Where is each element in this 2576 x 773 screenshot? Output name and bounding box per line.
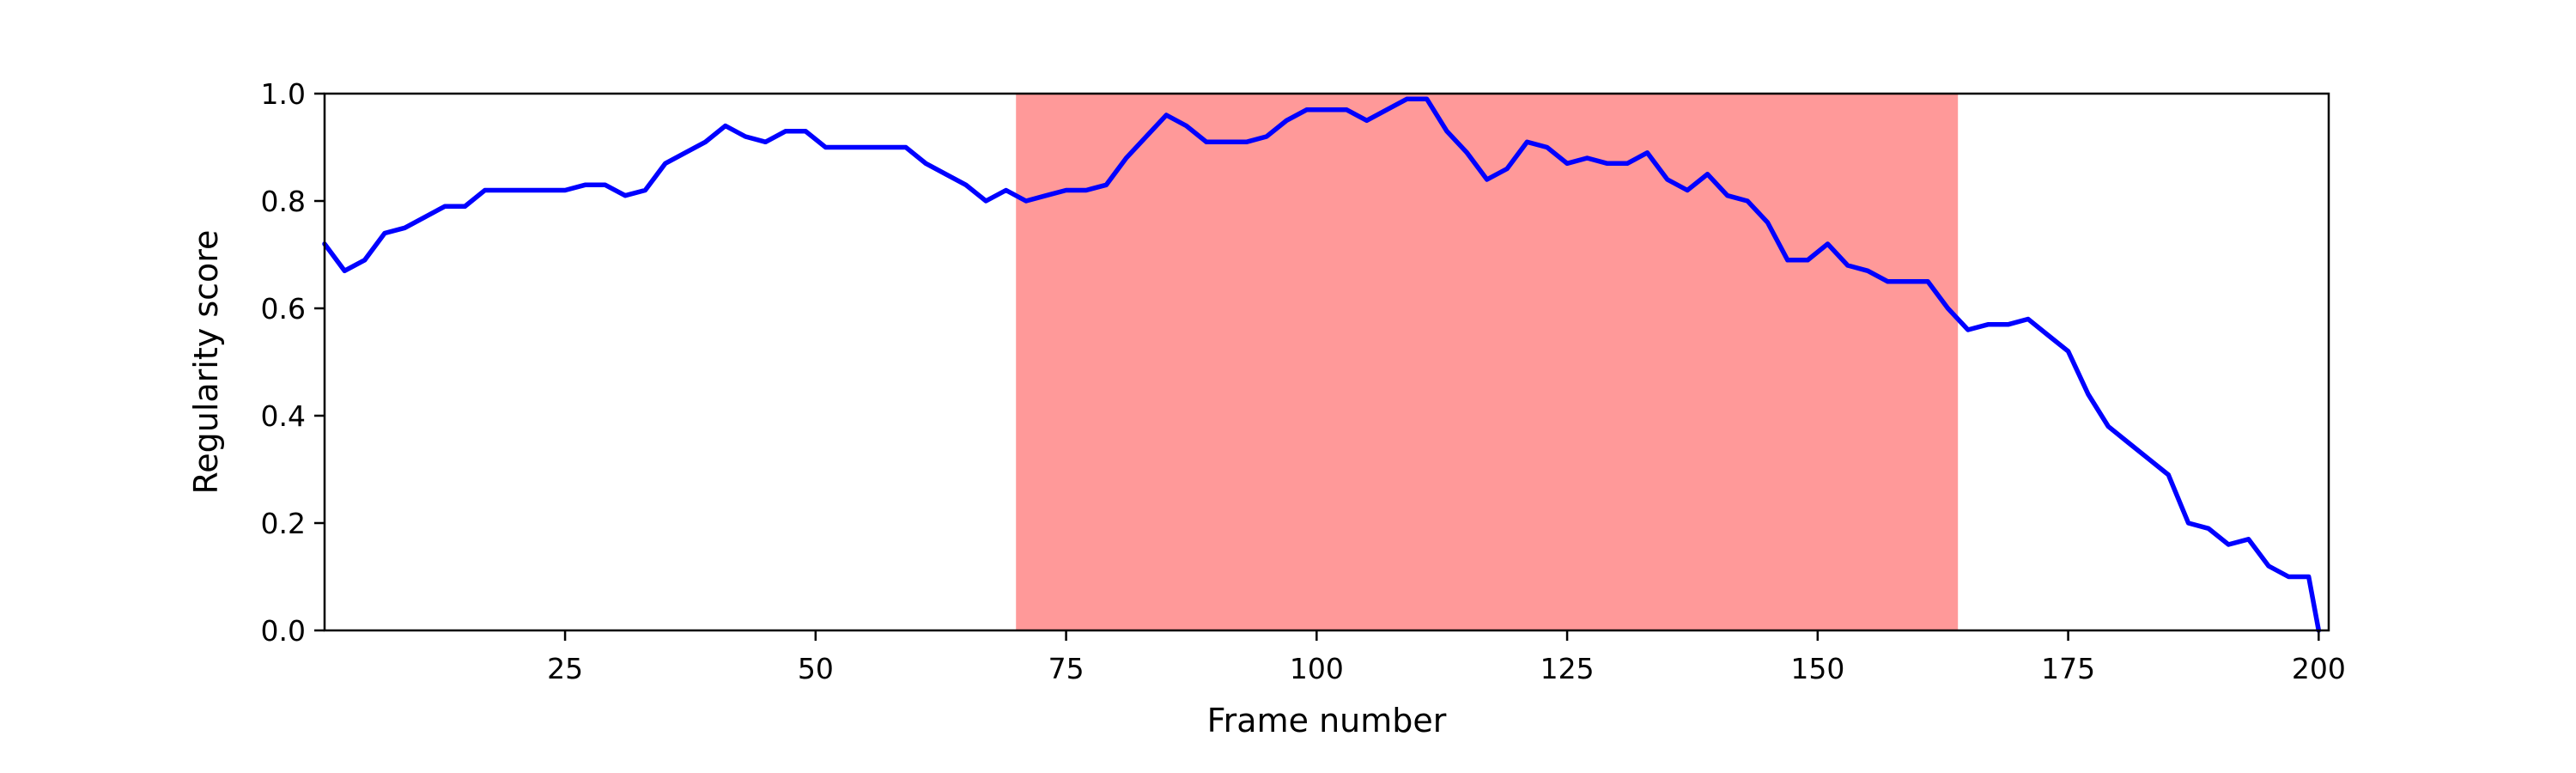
- x-tick-label: 75: [1048, 652, 1084, 685]
- highlight-layer: [1016, 94, 1959, 630]
- y-axis-label: Regularity score: [187, 230, 225, 495]
- series-line-1: [322, 96, 2322, 633]
- x-axis-label: Frame number: [1207, 702, 1447, 740]
- x-tick-label: 100: [1290, 652, 1344, 685]
- x-tick-label: 50: [798, 652, 834, 685]
- y-tick-label: 1.0: [261, 77, 306, 111]
- x-tick-label: 200: [2292, 652, 2346, 685]
- y-tick-label: 0.6: [261, 292, 306, 326]
- x-tick-label: 125: [1540, 652, 1595, 685]
- series-layer: [322, 96, 2322, 633]
- x-axis: 25 50 75 100 125 150 175 200: [547, 630, 2346, 685]
- highlight-band: [1016, 94, 1959, 630]
- y-tick-label: 0.2: [261, 507, 306, 540]
- y-axis: 0.0 0.2 0.4 0.6 0.8 1.0: [261, 77, 325, 648]
- plot-frame: [323, 92, 2330, 632]
- x-tick-label: 150: [1790, 652, 1844, 685]
- x-tick-label: 25: [547, 652, 583, 685]
- y-tick-label: 0.4: [261, 399, 306, 433]
- y-tick-label: 0.8: [261, 185, 306, 218]
- y-tick-label: 0.0: [261, 614, 306, 648]
- x-tick-label: 175: [2041, 652, 2095, 685]
